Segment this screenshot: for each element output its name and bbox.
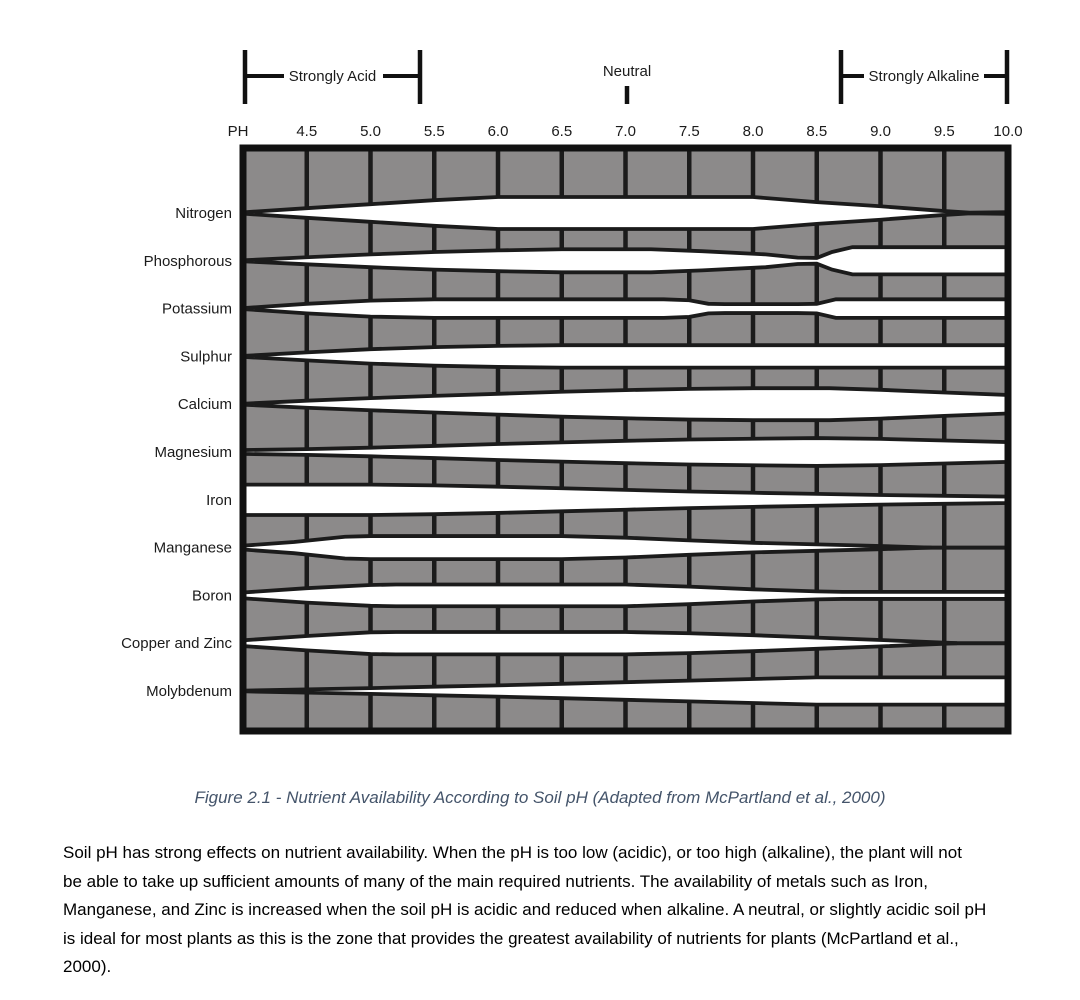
availability-band-sulphur <box>241 343 1010 370</box>
row-label-boron: Boron <box>192 587 232 604</box>
availability-band-potassium <box>241 297 1010 320</box>
axis-tick-label-7.0: 7.0 <box>615 123 636 140</box>
axis-tick-label-8.5: 8.5 <box>806 123 827 140</box>
axis-tick-label-7.5: 7.5 <box>679 123 700 140</box>
row-label-molybdenum: Molybdenum <box>146 683 232 700</box>
availability-band-manganese <box>241 534 932 562</box>
chart-border <box>239 144 1012 735</box>
row-label-manganese: Manganese <box>154 540 232 557</box>
axis-tick-label-10.0: 10.0 <box>993 123 1022 140</box>
nutrient-availability-chart: PH 4.5 5.0 5.5 6.0 6.5 7.0 7.5 8.0 8.5 9.0 9.5 10.0 N… <box>121 50 1023 735</box>
axis-tick-label-5.5: 5.5 <box>424 123 445 140</box>
row-label-phosphorous: Phosphorous <box>144 253 232 270</box>
availability-band-copper-and-zinc <box>241 630 958 657</box>
axis-tick-label-8.0: 8.0 <box>743 123 764 140</box>
row-label-nitrogen: Nitrogen <box>175 205 232 222</box>
row-label-calcium: Calcium <box>178 396 232 413</box>
strongly-alkaline-bracket-label: Strongly Alkaline <box>869 68 980 85</box>
axis-label-ph: PH <box>228 123 249 140</box>
axis-tick-label-4.5: 4.5 <box>296 123 317 140</box>
figure-caption: Figure 2.1 - Nutrient Availability Accor… <box>194 788 886 807</box>
row-label-magnesium: Magnesium <box>154 444 232 461</box>
row-label-potassium: Potassium <box>162 301 232 318</box>
axis-tick-label-9.5: 9.5 <box>934 123 955 140</box>
row-label-copper-and-zinc: Copper and Zinc <box>121 635 232 652</box>
row-label-sulphur: Sulphur <box>180 348 232 365</box>
row-label-iron: Iron <box>206 492 232 509</box>
axis-tick-label-6.0: 6.0 <box>488 123 509 140</box>
axis-tick-label-6.5: 6.5 <box>551 123 572 140</box>
axis-tick-label-5.0: 5.0 <box>360 123 381 140</box>
body-paragraph: Soil pH has strong effects on nutrient a… <box>63 843 987 977</box>
nutrient-availability-figure: PH 4.5 5.0 5.5 6.0 6.5 7.0 7.5 8.0 8.5 9.0 9.5 10.0 N… <box>121 50 1023 735</box>
strongly-acid-bracket-label: Strongly Acid <box>289 68 377 85</box>
neutral-label: Neutral <box>603 63 651 80</box>
axis-tick-label-9.0: 9.0 <box>870 123 891 140</box>
